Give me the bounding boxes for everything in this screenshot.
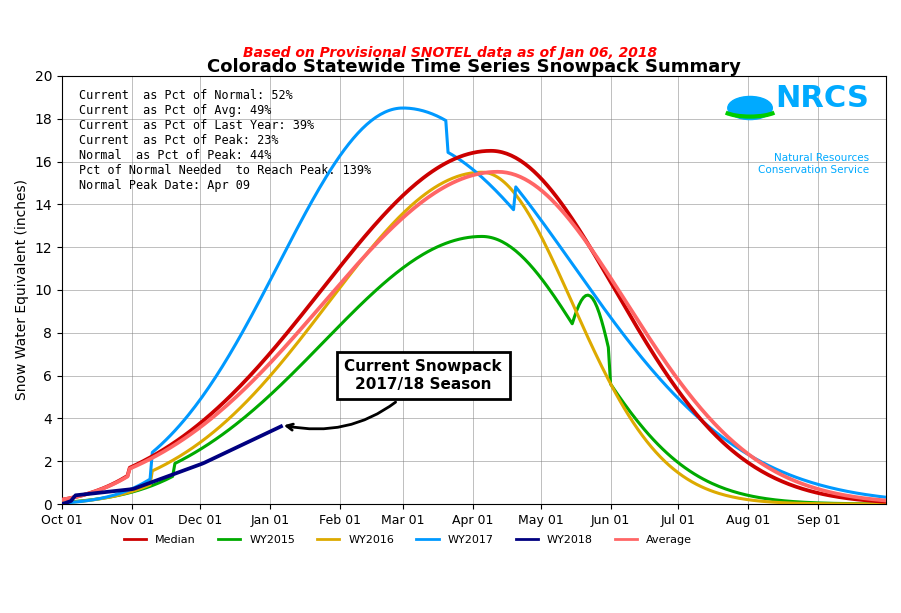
Median xyxy=(486,147,496,154)
WY2015 xyxy=(57,499,68,506)
Text: Natural Resources
Conservation Service: Natural Resources Conservation Service xyxy=(759,153,869,175)
WY2015 xyxy=(196,444,207,452)
WY2016 xyxy=(504,183,514,191)
WY2016 xyxy=(57,499,68,506)
WY2015 xyxy=(504,242,514,249)
Average xyxy=(226,398,237,405)
Average xyxy=(669,370,679,378)
Median xyxy=(196,418,207,425)
WY2015 xyxy=(226,424,237,432)
WY2017 xyxy=(57,500,68,507)
WY2017 xyxy=(669,390,679,398)
WY2015 xyxy=(623,406,634,413)
WY2015 xyxy=(880,500,891,508)
WY2015 xyxy=(138,485,149,492)
Text: NRCS: NRCS xyxy=(776,85,869,113)
WY2016 xyxy=(669,466,679,473)
Average xyxy=(492,168,503,175)
WY2017 xyxy=(138,479,149,487)
Average xyxy=(57,496,68,503)
Line: WY2017: WY2017 xyxy=(62,108,886,503)
Median xyxy=(669,381,679,388)
Median xyxy=(226,391,237,398)
Title: Colorado Statewide Time Series Snowpack Summary: Colorado Statewide Time Series Snowpack … xyxy=(207,58,741,76)
Median xyxy=(504,151,514,158)
WY2018 xyxy=(70,492,81,499)
Line: WY2015: WY2015 xyxy=(62,237,886,504)
WY2016 xyxy=(196,438,207,445)
WY2018 xyxy=(223,447,234,455)
Line: Average: Average xyxy=(62,172,886,500)
WY2017 xyxy=(504,201,514,208)
WY2018 xyxy=(195,461,205,468)
WY2017 xyxy=(623,338,634,345)
WY2018 xyxy=(75,491,86,498)
Line: Median: Median xyxy=(62,151,886,502)
Y-axis label: Snow Water Equivalent (inches): Snow Water Equivalent (inches) xyxy=(15,180,29,400)
WY2017 xyxy=(196,394,207,401)
WY2018 xyxy=(160,473,171,481)
WY2015 xyxy=(477,233,487,240)
Line: WY2016: WY2016 xyxy=(62,172,886,504)
WY2016 xyxy=(477,169,487,176)
Legend: Median, WY2015, WY2016, WY2017, WY2018, Average: Median, WY2015, WY2016, WY2017, WY2018, … xyxy=(120,531,696,550)
WY2018 xyxy=(178,466,189,474)
WY2016 xyxy=(623,412,634,419)
Line: WY2018: WY2018 xyxy=(62,427,281,504)
Median xyxy=(138,457,149,465)
WY2015 xyxy=(669,455,679,463)
WY2018 xyxy=(276,423,287,430)
Median xyxy=(623,310,634,317)
WY2016 xyxy=(226,413,237,420)
Average xyxy=(623,302,634,310)
WY2016 xyxy=(880,500,891,508)
WY2017 xyxy=(880,493,891,501)
Average xyxy=(880,497,891,504)
Text: Based on Provisional SNOTEL data as of Jan 06, 2018: Based on Provisional SNOTEL data as of J… xyxy=(243,46,658,60)
Median xyxy=(57,496,68,503)
Text: Current Snowpack
2017/18 Season: Current Snowpack 2017/18 Season xyxy=(287,359,502,430)
WY2017 xyxy=(397,104,408,112)
WY2017 xyxy=(226,348,237,356)
Average xyxy=(504,169,514,177)
Average xyxy=(196,422,207,430)
WY2016 xyxy=(138,484,149,491)
Text: Current  as Pct of Normal: 52%
Current  as Pct of Avg: 49%
Current  as Pct of La: Current as Pct of Normal: 52% Current as… xyxy=(78,89,370,192)
Median xyxy=(880,498,891,506)
Circle shape xyxy=(728,96,772,120)
Average xyxy=(138,459,149,466)
WY2018 xyxy=(57,500,68,508)
